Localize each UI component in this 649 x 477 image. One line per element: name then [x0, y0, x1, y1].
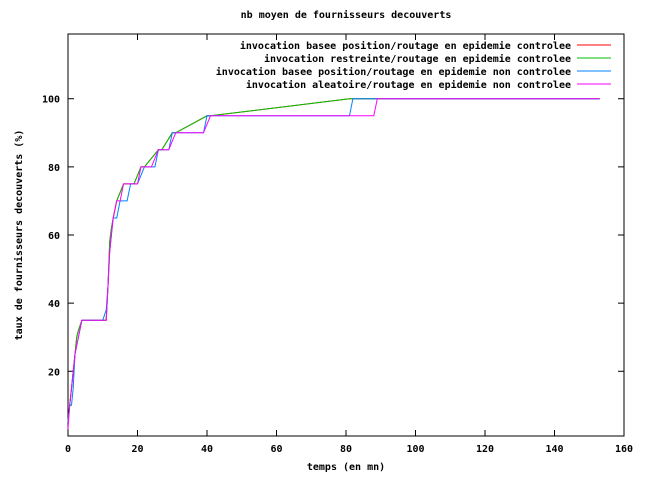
series-line-4	[67, 98, 600, 430]
y-tick-label: 100	[42, 95, 60, 106]
series-line-1	[67, 98, 600, 423]
x-tick-label: 80	[340, 444, 352, 455]
plot-frame	[67, 33, 625, 437]
x-tick-label: 100	[406, 444, 424, 455]
y-tick-label: 20	[48, 367, 60, 378]
series-line-3	[67, 98, 600, 423]
y-tick-label: 80	[48, 163, 60, 174]
x-tick-label: 160	[615, 444, 633, 455]
legend-label: invocation restreinte/routage en epidemi…	[264, 53, 571, 65]
x-tick-label: 0	[65, 444, 71, 455]
series-line-2	[67, 98, 600, 423]
legend: invocation basee position/routage en epi…	[216, 40, 611, 91]
x-tick-label: 60	[270, 444, 282, 455]
x-tick-label: 120	[476, 444, 494, 455]
x-axis-label: temps (en mn)	[307, 462, 385, 473]
y-tick-label: 60	[48, 231, 60, 242]
x-tick-label: 20	[131, 444, 143, 455]
legend-label: invocation basee position/routage en epi…	[216, 66, 571, 78]
x-tick-label: 40	[201, 444, 213, 455]
legend-label: invocation aleatoire/routage en epidemie…	[246, 79, 571, 91]
y-axis-label: taux de fournisseurs decouverts (%)	[13, 130, 25, 341]
x-tick-label: 140	[545, 444, 563, 455]
legend-label: invocation basee position/routage en epi…	[240, 40, 571, 52]
chart-title: nb moyen de fournisseurs decouverts	[241, 9, 452, 21]
y-tick-label: 40	[48, 299, 60, 310]
